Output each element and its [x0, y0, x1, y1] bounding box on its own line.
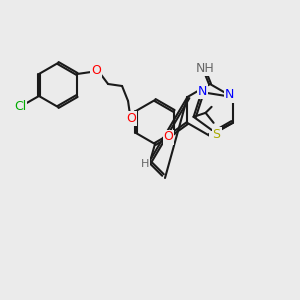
Text: O: O — [164, 130, 173, 143]
Text: H: H — [141, 159, 149, 169]
Text: S: S — [213, 128, 220, 141]
Text: NH: NH — [196, 61, 214, 74]
Text: Cl: Cl — [14, 100, 26, 112]
Text: N: N — [198, 85, 207, 98]
Text: N: N — [225, 88, 234, 101]
Text: O: O — [91, 64, 101, 77]
Text: N: N — [210, 131, 220, 145]
Text: O: O — [126, 112, 136, 124]
